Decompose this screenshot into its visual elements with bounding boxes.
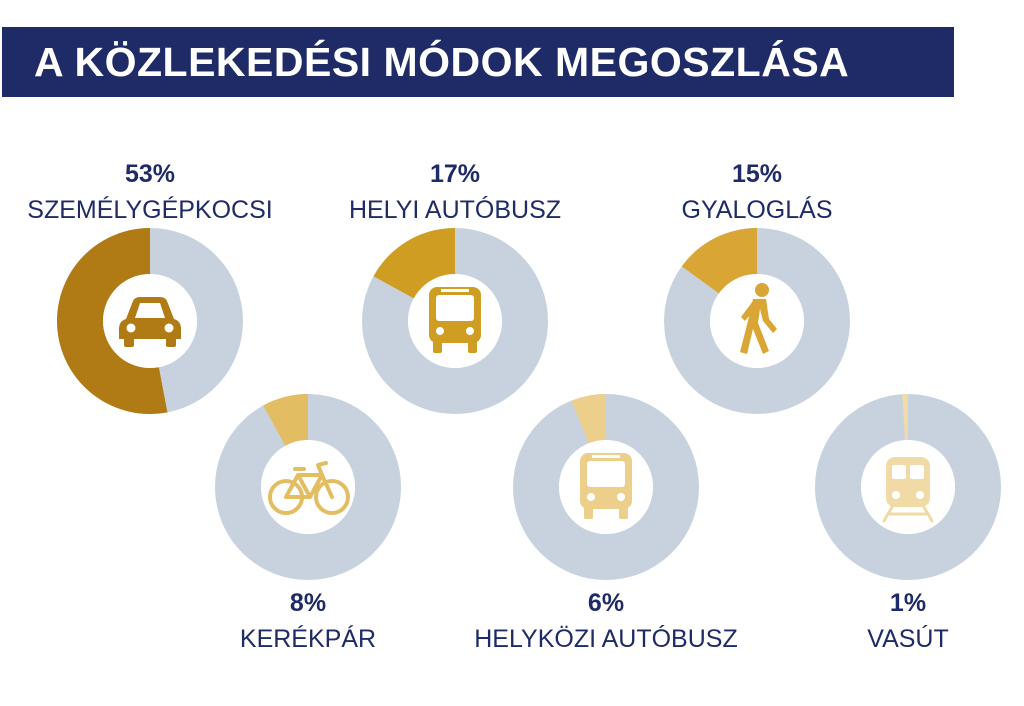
donut-slice [373,228,455,299]
percent-label: 1% [890,589,926,617]
title-banner: A KÖZLEKEDÉSI MÓDOK MEGOSZLÁSA [2,27,954,97]
percent-label: 15% [732,160,782,188]
donut-mode-3: 15% GYALOGLÁS [664,160,850,414]
donut-slice [902,394,908,441]
donut-mode-2: 17% HELYI AUTÓBUSZ [349,160,561,414]
category-label: KERÉKPÁR [240,624,376,653]
coach-icon [580,453,632,519]
percent-label: 8% [290,589,326,617]
category-label: SZEMÉLYGÉPKOCSI [27,195,272,224]
page-title: A KÖZLEKEDÉSI MÓDOK MEGOSZLÁSA [34,38,850,85]
donut-slice [681,228,757,294]
bicycle-icon [268,461,350,515]
donut-mode-5: 6% HELYKÖZI AUTÓBUSZ [474,394,738,653]
donut-center [261,440,355,534]
percent-label: 53% [125,160,175,188]
bus-icon [429,287,481,353]
pedestrian-icon [740,283,777,354]
donut-slice [571,394,606,444]
percent-label: 6% [588,589,624,617]
donut-mode-6: 1% VASÚT [815,394,1001,653]
category-label: GYALOGLÁS [682,195,833,224]
car-icon [119,297,181,347]
donut-slice [57,228,168,414]
category-label: HELYI AUTÓBUSZ [349,195,561,224]
donut-slice [263,394,308,446]
train-icon [882,457,934,523]
category-label: VASÚT [867,624,949,653]
donut-mode-4: 8% KERÉKPÁR [215,394,401,653]
donut-mode-1: 53% SZEMÉLYGÉPKOCSI [27,160,273,414]
percent-label: 17% [430,160,480,188]
category-label: HELYKÖZI AUTÓBUSZ [474,624,737,653]
